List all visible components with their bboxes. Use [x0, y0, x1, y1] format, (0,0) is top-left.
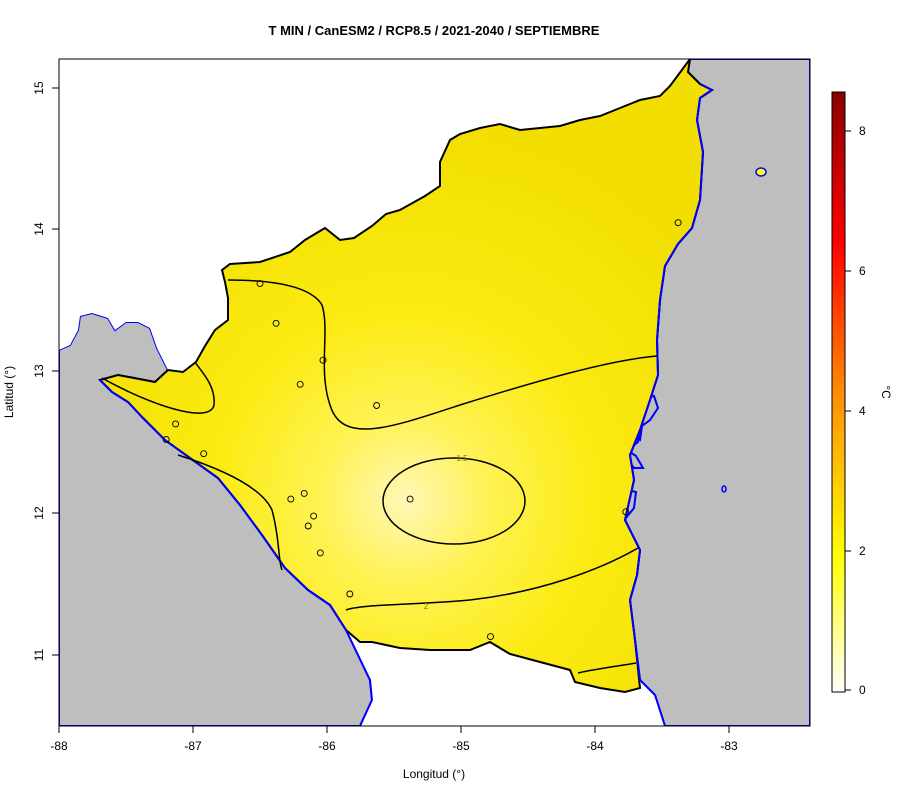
contour-line	[345, 547, 639, 611]
x-tick-label: -88	[50, 739, 68, 753]
y-tick-label: 14	[32, 222, 46, 236]
corn-island	[721, 485, 727, 493]
x-tick-label: -83	[720, 739, 738, 753]
colorbar-gradient	[831, 91, 846, 693]
station-marker	[674, 219, 682, 227]
colorbar-tick-label: 2	[859, 544, 866, 558]
station-marker	[316, 549, 324, 557]
station-marker	[319, 356, 327, 364]
station-marker	[487, 633, 494, 641]
y-tick-label: 15	[32, 81, 46, 95]
station-marker	[310, 512, 318, 520]
station-marker	[172, 420, 180, 428]
x-tick-label: -87	[184, 739, 202, 753]
colorbar-tick-label: 0	[859, 683, 866, 697]
station-marker	[200, 450, 208, 458]
station-marker	[296, 380, 304, 388]
contour-line	[227, 279, 658, 430]
station-marker	[256, 280, 264, 288]
contour-line	[177, 454, 283, 571]
station-marker	[287, 495, 295, 503]
caribbean-coastline	[623, 83, 714, 726]
costa-rica-land	[346, 630, 665, 726]
x-axis-title: Longitud (°)	[403, 767, 465, 781]
chart-title: T MIN / CanESM2 / RCP8.5 / 2021-2040 / S…	[269, 23, 600, 38]
colorbar: 0 2 4 6 8 °C	[831, 91, 893, 697]
x-tick-label: -86	[318, 739, 336, 753]
station-marker	[300, 489, 308, 497]
station-marker	[272, 319, 280, 327]
pacific-coastline	[99, 379, 374, 726]
contour-line	[101, 361, 215, 414]
station-marker	[373, 402, 381, 409]
x-tick-label: -84	[586, 739, 604, 753]
contour-line	[382, 457, 526, 545]
station-marker	[304, 522, 312, 530]
y-axis: 11 12 13 14 15 Latitud (°)	[2, 81, 60, 661]
stations-layer	[162, 219, 682, 641]
honduras-land	[59, 59, 690, 372]
contour-label: 1.5	[456, 454, 468, 463]
station-marker	[162, 436, 170, 443]
colorbar-tick-label: 6	[859, 264, 866, 278]
colorbar-tick-label: 4	[859, 404, 866, 418]
contour-line	[577, 662, 637, 674]
small-island	[755, 167, 767, 177]
y-tick-label: 12	[32, 506, 46, 520]
colorbar-unit: °C	[879, 385, 893, 399]
x-tick-label: -85	[452, 739, 470, 753]
x-axis: -88 -87 -86 -85 -84 -83 Longitud (°)	[50, 725, 738, 781]
y-tick-label: 13	[32, 364, 46, 378]
y-tick-label: 11	[32, 648, 46, 661]
station-marker	[406, 495, 414, 503]
colorbar-tick-label: 8	[859, 124, 866, 138]
y-axis-title: Latitud (°)	[2, 366, 16, 418]
station-marker	[346, 590, 354, 598]
contour-label: 2	[424, 602, 429, 611]
map-panel: 1.5 2	[59, 59, 810, 726]
station-marker	[622, 508, 630, 516]
